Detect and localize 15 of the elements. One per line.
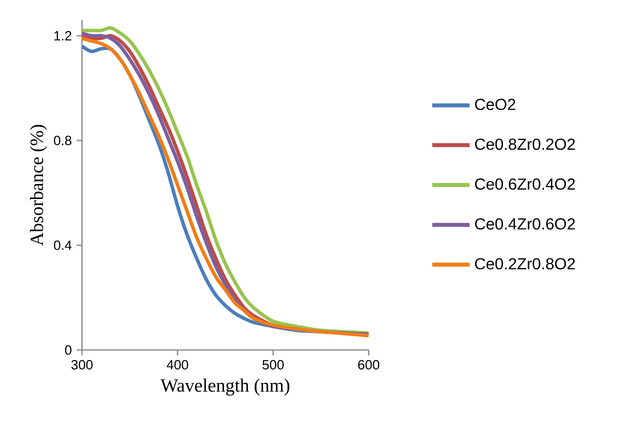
y-tick-label: 0.4	[54, 240, 72, 250]
legend-label: Ce0.6Zr0.4O2	[475, 178, 575, 190]
legend-label: Ce0.2Zr0.8O2	[475, 258, 575, 270]
legend-label: CeO2	[475, 98, 516, 110]
legend-label: Ce0.4Zr0.6O2	[475, 218, 575, 230]
legend-label: Ce0.8Zr0.2O2	[475, 138, 575, 150]
y-tick-label: 1.2	[54, 31, 72, 40]
x-tick-label: 300	[71, 360, 93, 370]
x-tick-label: 600	[358, 360, 380, 370]
y-tick-label: 0.8	[54, 136, 72, 146]
x-tick-label: 500	[262, 360, 284, 370]
y-axis-title: Absorbance (%)	[30, 124, 47, 246]
x-tick-label: 400	[166, 360, 188, 370]
y-tick-label: 0	[65, 345, 72, 355]
x-axis-title: Wavelength (nm)	[160, 378, 290, 396]
